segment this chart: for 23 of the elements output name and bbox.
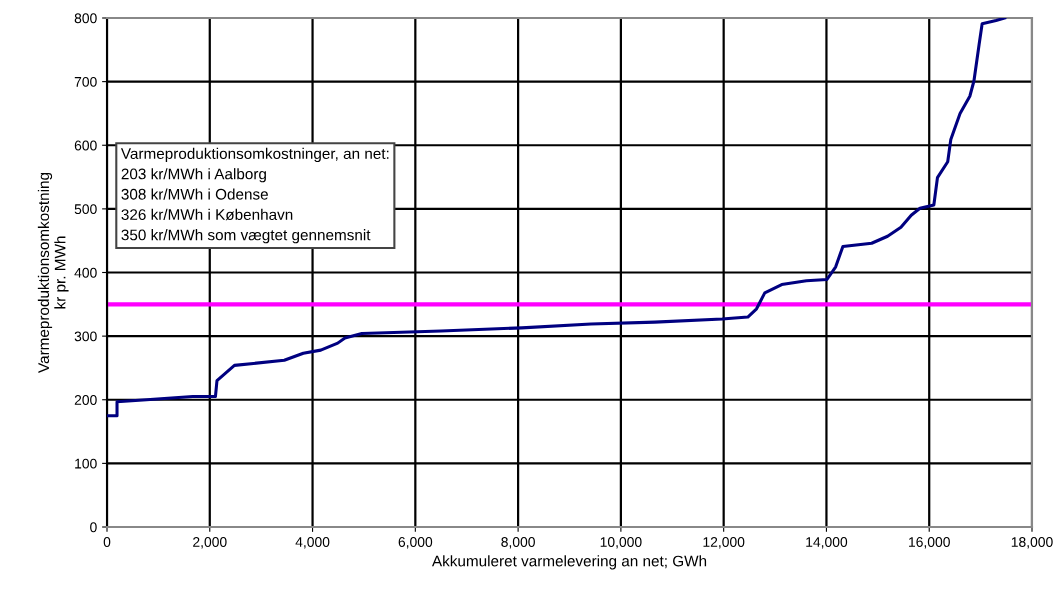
y-tick-label: 600: [74, 140, 97, 151]
x-tick-label: 6,000: [398, 537, 433, 549]
y-tick-label: 100: [75, 458, 97, 469]
y-tick-label: 800: [74, 13, 97, 24]
y-tick-label: 200: [74, 395, 97, 405]
x-tick-label: 2,000: [193, 537, 227, 549]
x-tick-label: 16,000: [909, 537, 950, 549]
y-tick-label: 400: [74, 267, 97, 278]
annotation: Varmeproduktionsomkostninger, an net: 203 kr/MWh i Aalborg 308 kr/MWh i Odense 326 kr/MWh i København 350 kr/MWh som vægtet gennemsnit: [120, 147, 389, 244]
x-tick-label: 18,000: [1011, 537, 1053, 549]
x-tick-label: 4,000: [295, 537, 330, 549]
y-tick-label: 700: [74, 76, 97, 87]
y-tick-label: 0: [90, 522, 97, 533]
y-tick-label: 500: [74, 204, 97, 215]
y-axis-title: Varmeproduktionsomkostning kr pr. MWh: [37, 172, 69, 373]
x-axis-title: Akkumuleret varmelevering an net; GWh: [431, 555, 707, 570]
x-tick-label: 12,000: [703, 537, 745, 549]
line-series: [107, 18, 1007, 418]
x-tick-label: 10,000: [600, 537, 642, 549]
y-tick-label: 300: [74, 331, 97, 342]
x-tick-label: 0: [103, 537, 111, 547]
x-tick-label: 8,000: [501, 537, 535, 549]
x-tick-label: 14,000: [806, 537, 848, 549]
